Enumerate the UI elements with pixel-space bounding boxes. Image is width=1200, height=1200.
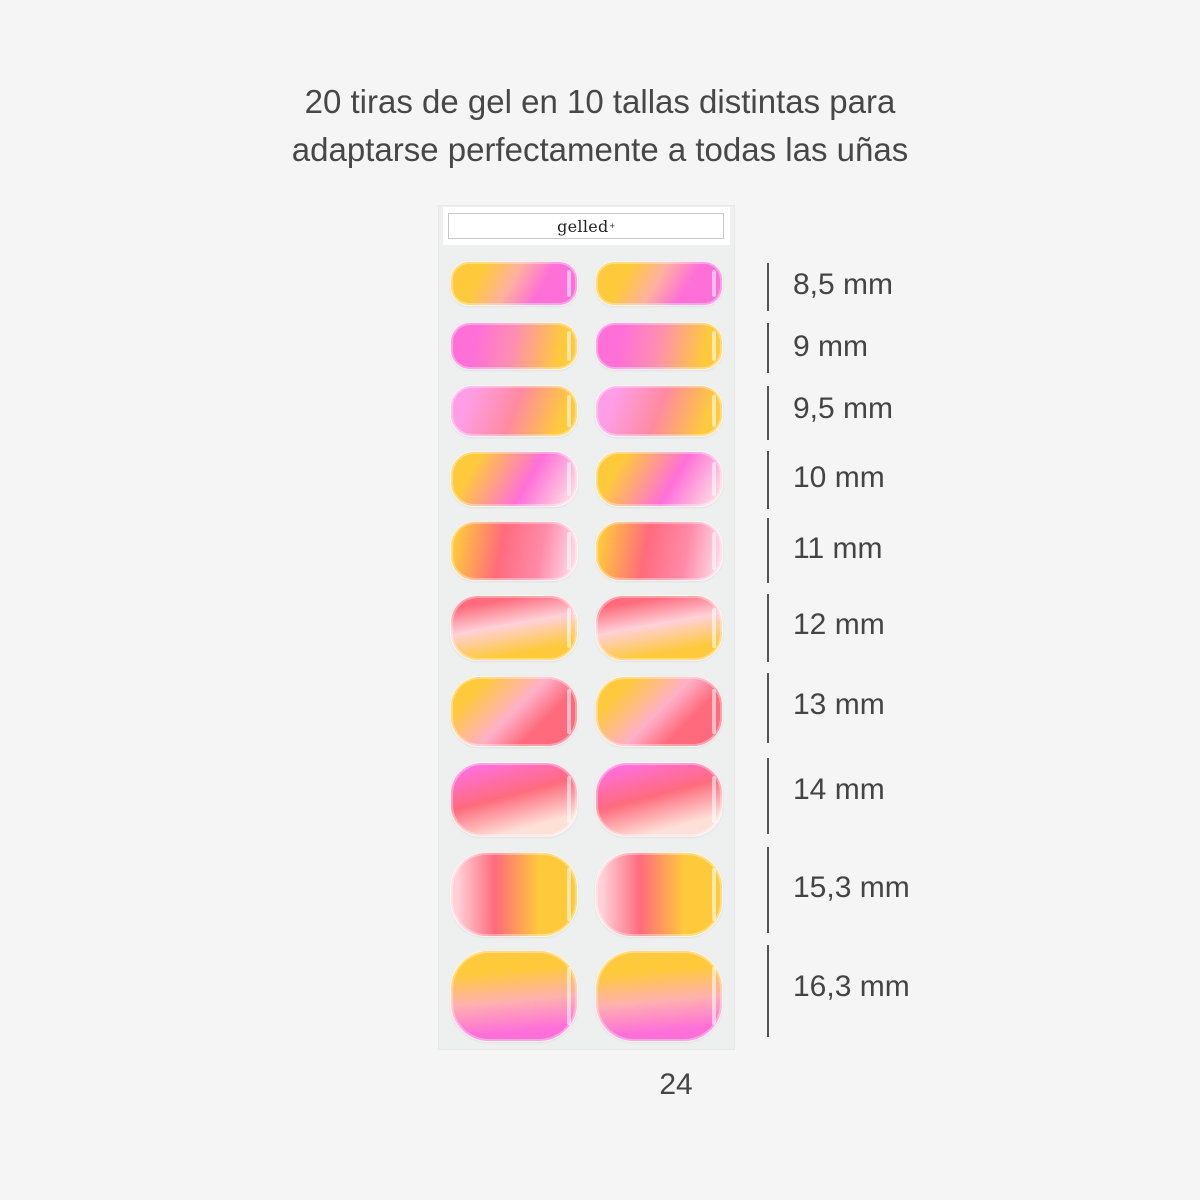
- size-bar-3: [767, 386, 769, 440]
- nail-strip-5-right: [595, 521, 723, 581]
- nail-strip-1-right: [595, 261, 723, 306]
- nail-strip-9-right: [595, 852, 723, 937]
- nail-strip-7-left: [450, 676, 578, 747]
- nail-strip-2-left: [450, 322, 578, 370]
- size-bar-2: [767, 323, 769, 373]
- size-label-6: 12 mm: [793, 608, 885, 641]
- size-label-8: 14 mm: [793, 773, 885, 806]
- nail-strip-10-left: [450, 950, 578, 1042]
- size-bar-4: [767, 451, 769, 509]
- heading-line-2: adaptarse perfectamente a todas las uñas: [291, 131, 909, 168]
- size-bar-9: [767, 847, 769, 933]
- nail-strip-7-right: [595, 676, 723, 747]
- heading-line-1: 20 tiras de gel en 10 tallas distintas p…: [304, 83, 896, 120]
- nail-strip-9-left: [450, 852, 578, 937]
- nail-strip-10-right: [595, 950, 723, 1042]
- nail-strip-8-left: [450, 762, 578, 837]
- brand-plus-mark: +: [609, 221, 615, 231]
- nail-strip-6-left: [450, 595, 578, 661]
- brand-frame: gelled +: [448, 213, 724, 239]
- size-label-1: 8,5 mm: [793, 268, 894, 301]
- size-bar-5: [767, 518, 769, 583]
- nail-strip-5-left: [450, 521, 578, 581]
- nail-strip-3-left: [450, 385, 578, 437]
- nail-strip-2-right: [595, 322, 723, 370]
- size-label-5: 11 mm: [793, 532, 883, 565]
- nail-strip-8-right: [595, 762, 723, 837]
- size-label-3: 9,5 mm: [793, 392, 894, 425]
- size-bar-10: [767, 945, 769, 1037]
- strip-count: 24: [659, 1068, 693, 1101]
- size-label-7: 13 mm: [793, 688, 885, 721]
- size-bar-8: [767, 758, 769, 834]
- size-label-2: 9 mm: [793, 330, 868, 363]
- size-bar-1: [767, 263, 769, 311]
- brand-logo: gelled: [557, 216, 609, 236]
- page-heading: 20 tiras de gel en 10 tallas distintas p…: [0, 78, 1200, 174]
- nail-strip-1-left: [450, 261, 578, 306]
- nail-strip-6-right: [595, 595, 723, 661]
- brand-header: gelled +: [443, 207, 730, 245]
- size-bar-6: [767, 594, 769, 662]
- nail-strip-4-right: [595, 451, 723, 507]
- size-label-10: 16,3 mm: [793, 970, 910, 1003]
- nail-strip-3-right: [595, 385, 723, 437]
- nail-strip-4-left: [450, 451, 578, 507]
- size-label-4: 10 mm: [793, 461, 885, 494]
- size-label-9: 15,3 mm: [793, 871, 910, 904]
- size-bar-7: [767, 673, 769, 743]
